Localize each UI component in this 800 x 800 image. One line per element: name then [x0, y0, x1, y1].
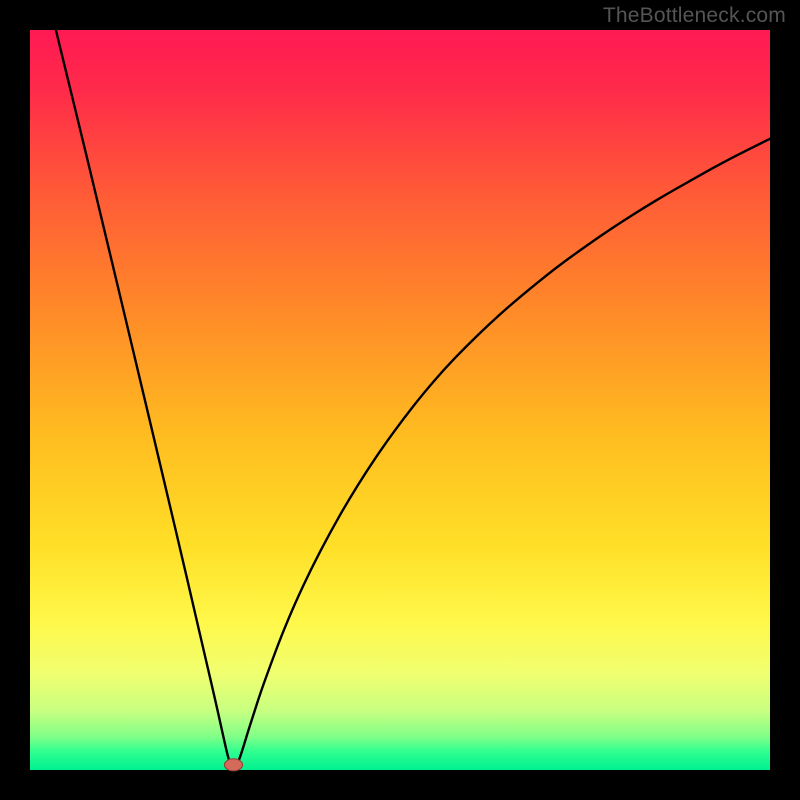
chart-container: TheBottleneck.com: [0, 0, 800, 800]
watermark-text: TheBottleneck.com: [603, 4, 786, 28]
optimum-marker: [225, 759, 243, 771]
bottleneck-chart: [0, 0, 800, 800]
plot-background: [30, 30, 770, 770]
